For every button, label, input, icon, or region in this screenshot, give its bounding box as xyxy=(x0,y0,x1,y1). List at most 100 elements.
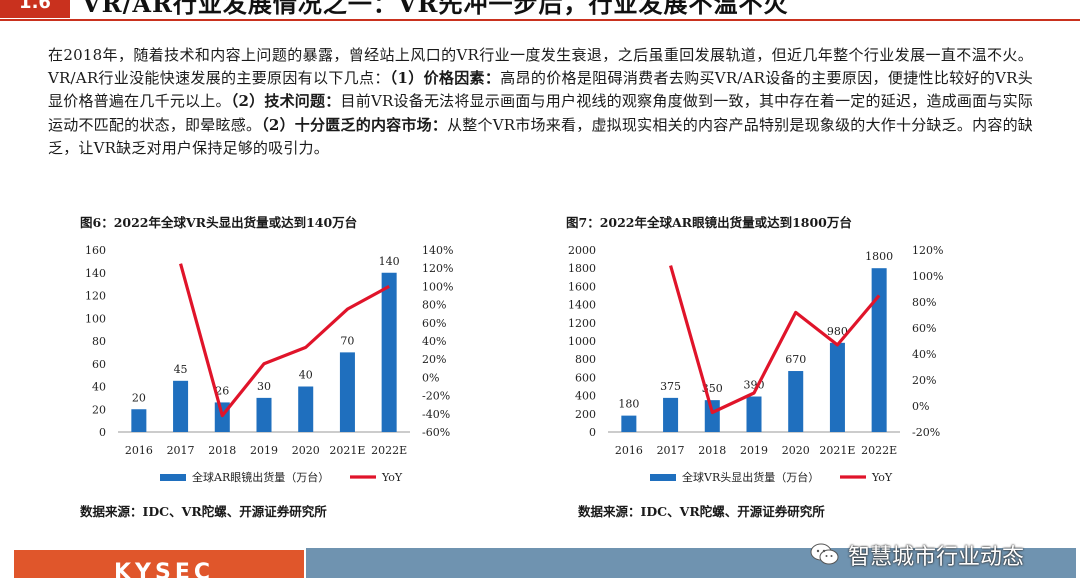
bar-data-label: 375 xyxy=(660,380,681,393)
wechat-icon xyxy=(810,542,840,568)
bar xyxy=(173,380,189,432)
x-tick-label: 2019 xyxy=(250,444,278,457)
bar-data-label: 980 xyxy=(827,325,848,338)
bar xyxy=(621,415,637,432)
y2-tick-label: 140% xyxy=(422,244,453,257)
heading-rule xyxy=(0,19,1080,21)
legend-bar-label: 全球AR眼镜出货量（万台） xyxy=(192,470,329,484)
y2-tick-label: 80% xyxy=(912,296,936,309)
bar-data-label: 45 xyxy=(174,363,188,376)
y2-tick-label: 100% xyxy=(422,280,453,293)
y2-tick-label: 120% xyxy=(422,262,453,275)
x-tick-label: 2017 xyxy=(657,444,685,457)
wechat-account-name: 智慧城市行业动态 xyxy=(848,545,1025,570)
chart-ar-glasses-shipments: 0 200 400 600 800 1000 1200 1400 1600 1800 2000 -20… xyxy=(568,244,943,484)
bar-data-label: 40 xyxy=(299,369,313,382)
bar-data-label: 70 xyxy=(340,334,354,347)
section-number-badge: 1.6 xyxy=(0,0,70,18)
bar-data-label: 30 xyxy=(257,380,271,393)
bar xyxy=(131,409,147,432)
y-tick-label: 1400 xyxy=(568,299,596,312)
figure-6-source: 数据来源：IDC、VR陀螺、开源证券研究所 xyxy=(80,504,327,519)
bar xyxy=(663,397,679,432)
bar xyxy=(298,386,314,432)
legend-line-label: YoY xyxy=(871,471,893,484)
y-tick-label: 0 xyxy=(589,426,596,439)
y-tick-label: 80 xyxy=(92,335,106,348)
y-tick-label: 0 xyxy=(99,426,106,439)
y-tick-label: 1200 xyxy=(568,317,596,330)
y-tick-label: 140 xyxy=(85,267,106,280)
wechat-watermark: 智慧城市行业动态 xyxy=(810,538,1024,572)
x-tick-label: 2020 xyxy=(292,444,320,457)
y-tick-label: 1600 xyxy=(568,280,596,293)
paragraph-text: 高昂的价格是阻碍消费者去购买VR/AR设备的主要原因，便捷性比较好的VR头显价格… xyxy=(48,69,1033,111)
bar-data-label: 1800 xyxy=(865,250,893,263)
paragraph-bold-heading: （1）价格因素： xyxy=(389,69,501,88)
paragraph-text: 从整个VR市场来看，虚拟现实相关的内容产品特别是现象级的大作十分缺乏。内容的缺乏… xyxy=(48,115,1033,157)
bar-data-label: 180 xyxy=(618,398,639,411)
x-tick-label: 2016 xyxy=(125,444,153,457)
bar-data-label: 26 xyxy=(215,384,229,397)
figure-6-title: 图6：2022年全球VR头显出货量或达到140万台 xyxy=(80,215,358,230)
y2-tick-label: 20% xyxy=(912,374,936,387)
x-tick-label: 2017 xyxy=(167,444,195,457)
bar-data-label: 670 xyxy=(785,353,806,366)
y2-tick-label: 40% xyxy=(912,348,936,361)
y2-tick-label: 60% xyxy=(912,322,936,335)
y2-tick-label: 0% xyxy=(912,400,929,413)
legend-bar-label: 全球VR头显出货量（万台） xyxy=(682,470,819,484)
body-paragraph: 在2018年，随着技术和内容上问题的暴露，曾经站上风口的VR行业一度发生衰退，之… xyxy=(48,44,1033,160)
y-tick-label: 40 xyxy=(92,381,106,394)
bar xyxy=(339,352,355,432)
legend-bar-swatch xyxy=(650,474,676,481)
yoy-line xyxy=(179,263,390,418)
y2-tick-label: 0% xyxy=(422,371,439,384)
x-tick-label: 2022E xyxy=(371,444,407,457)
y-tick-label: 20 xyxy=(92,403,106,416)
x-tick-label: 2018 xyxy=(698,444,726,457)
y-tick-label: 60 xyxy=(92,358,106,371)
y-tick-label: 1800 xyxy=(568,262,596,275)
legend-bar-swatch xyxy=(160,474,186,481)
x-tick-label: 2020 xyxy=(782,444,810,457)
figure-7-source: 数据来源：IDC、VR陀螺、开源证券研究所 xyxy=(578,504,825,519)
y-tick-label: 400 xyxy=(575,390,596,403)
y-tick-label: 2000 xyxy=(568,244,596,257)
y-tick-label: 160 xyxy=(85,244,106,257)
bar xyxy=(381,272,397,432)
y2-tick-label: -20% xyxy=(422,390,450,403)
kysec-logo-box: KYSEC xyxy=(14,550,304,585)
y-tick-label: 800 xyxy=(575,353,596,366)
yoy-line xyxy=(669,265,881,415)
y2-tick-label: 40% xyxy=(422,335,446,348)
bar-data-label: 140 xyxy=(379,255,400,268)
bar xyxy=(704,400,720,432)
y-tick-label: 1000 xyxy=(568,335,596,348)
y2-tick-label: -60% xyxy=(422,426,450,439)
y2-tick-label: 60% xyxy=(422,317,446,330)
bar xyxy=(788,371,804,432)
bar xyxy=(829,342,845,432)
x-tick-label: 2021E xyxy=(329,444,365,457)
paragraph-text: 目前VR设备无法将显示画面与用户视线的观察角度做到一致，其中存在着一定的延迟，造… xyxy=(48,92,1034,134)
x-tick-label: 2016 xyxy=(615,444,643,457)
page-heading: VR/AR行业发展情况之一：VR先冲一步后，行业发展不温不火 xyxy=(82,0,789,18)
y-tick-label: 600 xyxy=(575,371,596,384)
bar-data-label: 20 xyxy=(132,391,146,404)
y-tick-label: 200 xyxy=(575,408,596,421)
paragraph-text: 在2018年，随着技术和内容上问题的暴露，曾经站上风口的VR行业一度发生衰退，之… xyxy=(48,46,1033,88)
bar xyxy=(871,268,887,432)
legend-line-label: YoY xyxy=(381,471,403,484)
y-tick-label: 120 xyxy=(85,290,106,303)
bar xyxy=(256,397,272,432)
paragraph-bold-heading: （2）技术问题： xyxy=(230,92,341,111)
y2-tick-label: -20% xyxy=(912,426,940,439)
x-tick-label: 2019 xyxy=(740,444,768,457)
y2-tick-label: 120% xyxy=(912,244,943,257)
x-tick-label: 2021E xyxy=(819,444,855,457)
bar xyxy=(746,396,762,432)
figure-7-title: 图7：2022年全球AR眼镜出货量或达到1800万台 xyxy=(566,215,852,230)
y2-tick-label: -40% xyxy=(422,408,450,421)
y-tick-label: 100 xyxy=(85,312,106,325)
